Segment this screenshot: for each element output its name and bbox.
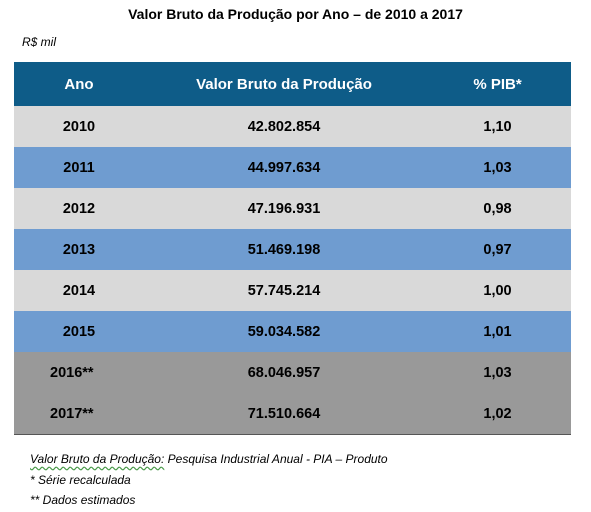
data-table: Ano Valor Bruto da Produção % PIB* 2010 …	[14, 62, 571, 435]
header-pib: % PIB*	[473, 75, 522, 93]
cell-year: 2014	[62, 282, 96, 299]
header-value: Valor Bruto da Produção	[196, 75, 372, 93]
cell-year: 2012	[62, 200, 96, 217]
cell-pib: 1,10	[483, 118, 512, 135]
table-header-row: Ano Valor Bruto da Produção % PIB*	[14, 62, 571, 106]
cell-pib: 1,03	[483, 159, 512, 176]
unit-label: R$ mil	[22, 35, 57, 49]
footnotes: Valor Bruto da Produção: Pesquisa Indust…	[30, 449, 388, 511]
cell-pib: 0,97	[483, 241, 512, 258]
header-year: Ano	[64, 75, 94, 93]
cell-year: 2016**	[50, 364, 94, 381]
cell-pib: 1,00	[483, 282, 512, 299]
footnote-estimated: ** Dados estimados	[30, 493, 136, 507]
table-row: 2012 47.196.931 0,98	[14, 188, 571, 229]
source-text: Pesquisa Industrial Anual - PIA – Produt…	[167, 452, 388, 466]
table-row: 2015 59.034.582 1,01	[14, 311, 571, 352]
cell-value: 68.046.957	[247, 364, 321, 381]
cell-pib: 1,02	[483, 405, 512, 422]
table-row: 2011 44.997.634 1,03	[14, 147, 571, 188]
table-row: 2010 42.802.854 1,10	[14, 106, 571, 147]
cell-year: 2015	[62, 323, 96, 340]
cell-value: 51.469.198	[247, 241, 321, 258]
cell-value: 59.034.582	[247, 323, 321, 340]
cell-value: 42.802.854	[247, 118, 321, 135]
cell-pib: 1,01	[483, 323, 512, 340]
footnote-recalculated: * Série recalculada	[30, 472, 131, 487]
cell-year: 2011	[63, 159, 95, 176]
cell-value: 44.997.634	[247, 159, 321, 176]
table-row-estimated: 2017** 71.510.664 1,02	[14, 393, 571, 434]
cell-value: 71.510.664	[247, 405, 321, 422]
source-label: Valor Bruto da Produção:	[30, 452, 165, 466]
table-row: 2013 51.469.198 0,97	[14, 229, 571, 270]
source-note: Valor Bruto da Produção: Pesquisa Indust…	[30, 449, 388, 470]
table-row-estimated: 2016** 68.046.957 1,03	[14, 352, 571, 393]
cell-value: 47.196.931	[247, 200, 321, 217]
cell-year: 2010	[62, 118, 96, 135]
cell-pib: 0,98	[483, 200, 512, 217]
cell-value: 57.745.214	[247, 282, 321, 299]
cell-year: 2017**	[50, 405, 94, 422]
table-row: 2014 57.745.214 1,00	[14, 270, 571, 311]
cell-year: 2013	[62, 241, 96, 258]
cell-pib: 1,03	[483, 364, 512, 381]
page-title: Valor Bruto da Produção por Ano – de 201…	[128, 6, 463, 22]
